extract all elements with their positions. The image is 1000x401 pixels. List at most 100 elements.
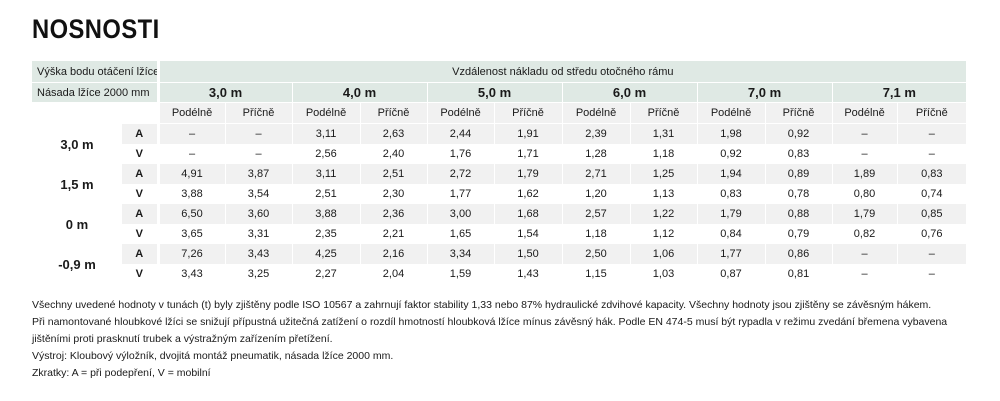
capacity-value-cell: 3,31 <box>224 224 293 244</box>
subheader-longitudinal: Podélně <box>426 102 495 124</box>
subheader-transverse: Příčně <box>629 102 698 124</box>
distance-col-header: 4,0 m <box>291 82 428 103</box>
capacity-value-cell: 2,63 <box>359 123 428 144</box>
capacity-value-cell: 1,79 <box>696 204 766 224</box>
capacity-value-cell: 1,89 <box>831 164 898 184</box>
capacity-value-cell: 2,71 <box>561 164 631 184</box>
capacity-value-cell: 0,84 <box>696 224 766 244</box>
capacity-value-cell: 0,89 <box>764 164 833 184</box>
capacity-value-cell: 4,91 <box>156 164 226 184</box>
table-row: V – –2,56 2,40 1,76 1,71 1,28 1,18 0,92 0,83– – <box>32 144 967 164</box>
table-row: 0 m A 6,50 3,60 3,88 2,36 3,00 1,68 2,57 1,22 1,79… <box>32 204 967 244</box>
pivot-height-cell: 1,5 m <box>32 164 122 204</box>
capacity-value-cell: 1,28 <box>561 144 631 164</box>
mode-cell: A <box>122 164 159 184</box>
capacity-value-cell: 1,76 <box>426 144 495 164</box>
distance-col-header: 7,1 m <box>831 82 967 103</box>
capacity-value-cell: – <box>896 244 967 264</box>
capacity-value-cell: 1,79 <box>493 164 563 184</box>
capacity-value-cell: 1,59 <box>426 264 495 284</box>
capacity-value-cell: 1,15 <box>561 264 631 284</box>
subheader-transverse: Příčně <box>493 102 563 124</box>
arm-length-header: Násada lžíce 2000 mm <box>32 82 159 103</box>
capacity-value-cell: 2,35 <box>291 224 361 244</box>
capacity-value-cell: 1,79 <box>831 204 898 224</box>
capacity-value-cell: – <box>831 144 898 164</box>
mode-cell: A <box>122 204 159 224</box>
capacity-value-cell: 2,51 <box>291 184 361 204</box>
capacity-value-cell: 3,25 <box>224 264 293 284</box>
capacity-value-cell: 2,36 <box>359 204 428 224</box>
capacity-value-cell: – <box>224 144 293 164</box>
capacity-value-cell: 2,50 <box>561 244 631 264</box>
footnotes: Všechny uvedené hodnoty v tunách (t) byl… <box>32 297 972 382</box>
table-row: V 3,65 3,31 2,35 2,21 1,65 1,54 1,18 1,12 0,84 0,7… <box>32 224 967 244</box>
subheader-longitudinal: Podélně <box>831 102 898 124</box>
subheader-spacer <box>32 102 159 124</box>
subheader-transverse: Příčně <box>224 102 293 124</box>
mode-cell: V <box>135 228 143 240</box>
capacity-value-cell: – <box>896 123 967 144</box>
capacity-value-cell: 1,91 <box>493 123 563 144</box>
capacity-value-cell: 3,88 <box>156 184 226 204</box>
capacity-value-cell: 3,88 <box>291 204 361 224</box>
subheader-transverse: Příčně <box>764 102 833 124</box>
capacity-value-cell: 0,92 <box>764 123 833 144</box>
table-row: 1,5 m A 4,91 3,87 3,11 2,51 2,72 1,79 2,71 1,25 1,… <box>32 164 967 204</box>
capacity-value-cell: 3,11 <box>291 123 361 144</box>
capacity-value-cell: 0,78 <box>764 184 833 204</box>
capacity-value-cell: 1,06 <box>629 244 698 264</box>
capacity-value-cell: 1,18 <box>629 144 698 164</box>
capacity-value-cell: 2,57 <box>561 204 631 224</box>
capacity-value-cell: 0,76 <box>896 224 967 244</box>
capacity-value-cell: 2,40 <box>359 144 428 164</box>
pivot-height-cell: 3,0 m <box>32 123 122 164</box>
capacity-value-cell: 1,50 <box>493 244 563 264</box>
distance-col-header: 3,0 m <box>156 82 293 103</box>
capacity-value-cell: 2,16 <box>359 244 428 264</box>
subheader-longitudinal: Podélně <box>291 102 361 124</box>
subheader-longitudinal: Podélně <box>561 102 631 124</box>
capacity-value-cell: 3,65 <box>156 224 226 244</box>
mode-cell: A <box>122 244 159 264</box>
capacity-value-cell: 1,68 <box>493 204 563 224</box>
capacity-value-cell: 2,21 <box>359 224 428 244</box>
capacity-value-cell: 1,94 <box>696 164 766 184</box>
table-row: V 3,43 3,25 2,27 2,04 1,59 1,43 1,15 1,03 0,87 0,8… <box>32 264 967 284</box>
load-capacity-table: Výška bodu otáčení lžíce Vzdálenost nákl… <box>32 61 967 284</box>
capacity-value-cell: – <box>224 123 293 144</box>
capacity-value-cell: – <box>156 123 226 144</box>
distance-col-header: 7,0 m <box>696 82 833 103</box>
pivot-height-cell: -0,9 m <box>32 244 122 284</box>
capacity-value-cell: 3,87 <box>224 164 293 184</box>
table-row: -0,9 m A 7,26 3,43 4,25 2,16 3,34 1,50 2,50 1,06 1… <box>32 244 967 284</box>
capacity-value-cell: 0,80 <box>831 184 898 204</box>
capacity-value-cell: 3,54 <box>224 184 293 204</box>
mode-cell: V <box>135 188 143 200</box>
capacity-value-cell: 2,27 <box>291 264 361 284</box>
distance-col-header: 5,0 m <box>426 82 563 103</box>
capacity-value-cell: 1,77 <box>696 244 766 264</box>
footnote-abbreviations: Zkratky: A = při podepření, V = mobilní <box>32 367 211 379</box>
mode-cell: A <box>122 123 159 144</box>
capacity-value-cell: 7,26 <box>156 244 226 264</box>
capacity-value-cell: 3,11 <box>291 164 361 184</box>
capacity-value-cell: 0,79 <box>764 224 833 244</box>
pivot-height-cell: 0 m <box>32 204 122 244</box>
capacity-value-cell: 1,62 <box>493 184 563 204</box>
capacity-value-cell: 1,43 <box>493 264 563 284</box>
capacity-value-cell: 2,39 <box>561 123 631 144</box>
capacity-value-cell: 3,00 <box>426 204 495 224</box>
table-row: V 3,88 3,54 2,51 2,30 1,77 1,62 1,20 1,13 0,83 0,7… <box>32 184 967 204</box>
capacity-value-cell: 1,31 <box>629 123 698 144</box>
mode-cell: V <box>135 268 143 280</box>
footnote-bucket: Při namontované hloubkové lžíci se snižu… <box>32 316 948 345</box>
capacity-value-cell: 0,87 <box>696 264 766 284</box>
capacity-value-cell: 2,72 <box>426 164 495 184</box>
capacity-value-cell: 2,56 <box>291 144 361 164</box>
subheader-longitudinal: Podélně <box>696 102 766 124</box>
subheader-transverse: Příčně <box>359 102 428 124</box>
pivot-height-header: Výška bodu otáčení lžíce <box>32 61 159 83</box>
capacity-value-cell: 0,82 <box>831 224 898 244</box>
capacity-value-cell: 1,03 <box>629 264 698 284</box>
